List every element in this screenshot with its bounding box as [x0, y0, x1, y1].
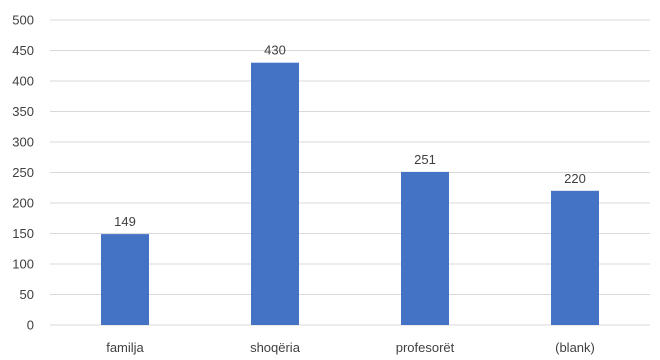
y-tick-label: 50 [20, 287, 34, 302]
bar-2 [251, 62, 299, 325]
data-label-1: 149 [114, 214, 136, 229]
y-tick-label: 250 [12, 165, 34, 180]
category-label-3: profesorët [396, 340, 455, 355]
category-label-4: (blank) [555, 340, 595, 355]
data-label-4: 220 [564, 171, 586, 186]
y-tick-label: 0 [27, 318, 34, 333]
y-tick-label: 400 [12, 74, 34, 89]
bars [101, 62, 599, 325]
y-tick-label: 350 [12, 104, 34, 119]
gridlines [50, 19, 650, 326]
y-tick-label: 300 [12, 135, 34, 150]
bar-4 [551, 190, 599, 325]
y-tick-label: 200 [12, 196, 34, 211]
y-tick-label: 500 [12, 13, 34, 28]
data-label-3: 251 [414, 152, 436, 167]
y-tick-label: 450 [12, 43, 34, 58]
category-label-2: shoqëria [250, 340, 301, 355]
bar-3 [401, 171, 449, 325]
y-tick-label: 150 [12, 226, 34, 241]
data-labels: 149 430 251 220 [114, 43, 586, 229]
x-axis-category-labels: familja shoqëria profesorët (blank) [106, 340, 595, 355]
y-axis-tick-labels: 0 50 100 150 200 250 300 350 400 450 500 [12, 13, 34, 333]
bar-1 [101, 234, 149, 325]
data-label-2: 430 [264, 43, 286, 58]
category-label-1: familja [106, 340, 144, 355]
y-tick-label: 100 [12, 257, 34, 272]
